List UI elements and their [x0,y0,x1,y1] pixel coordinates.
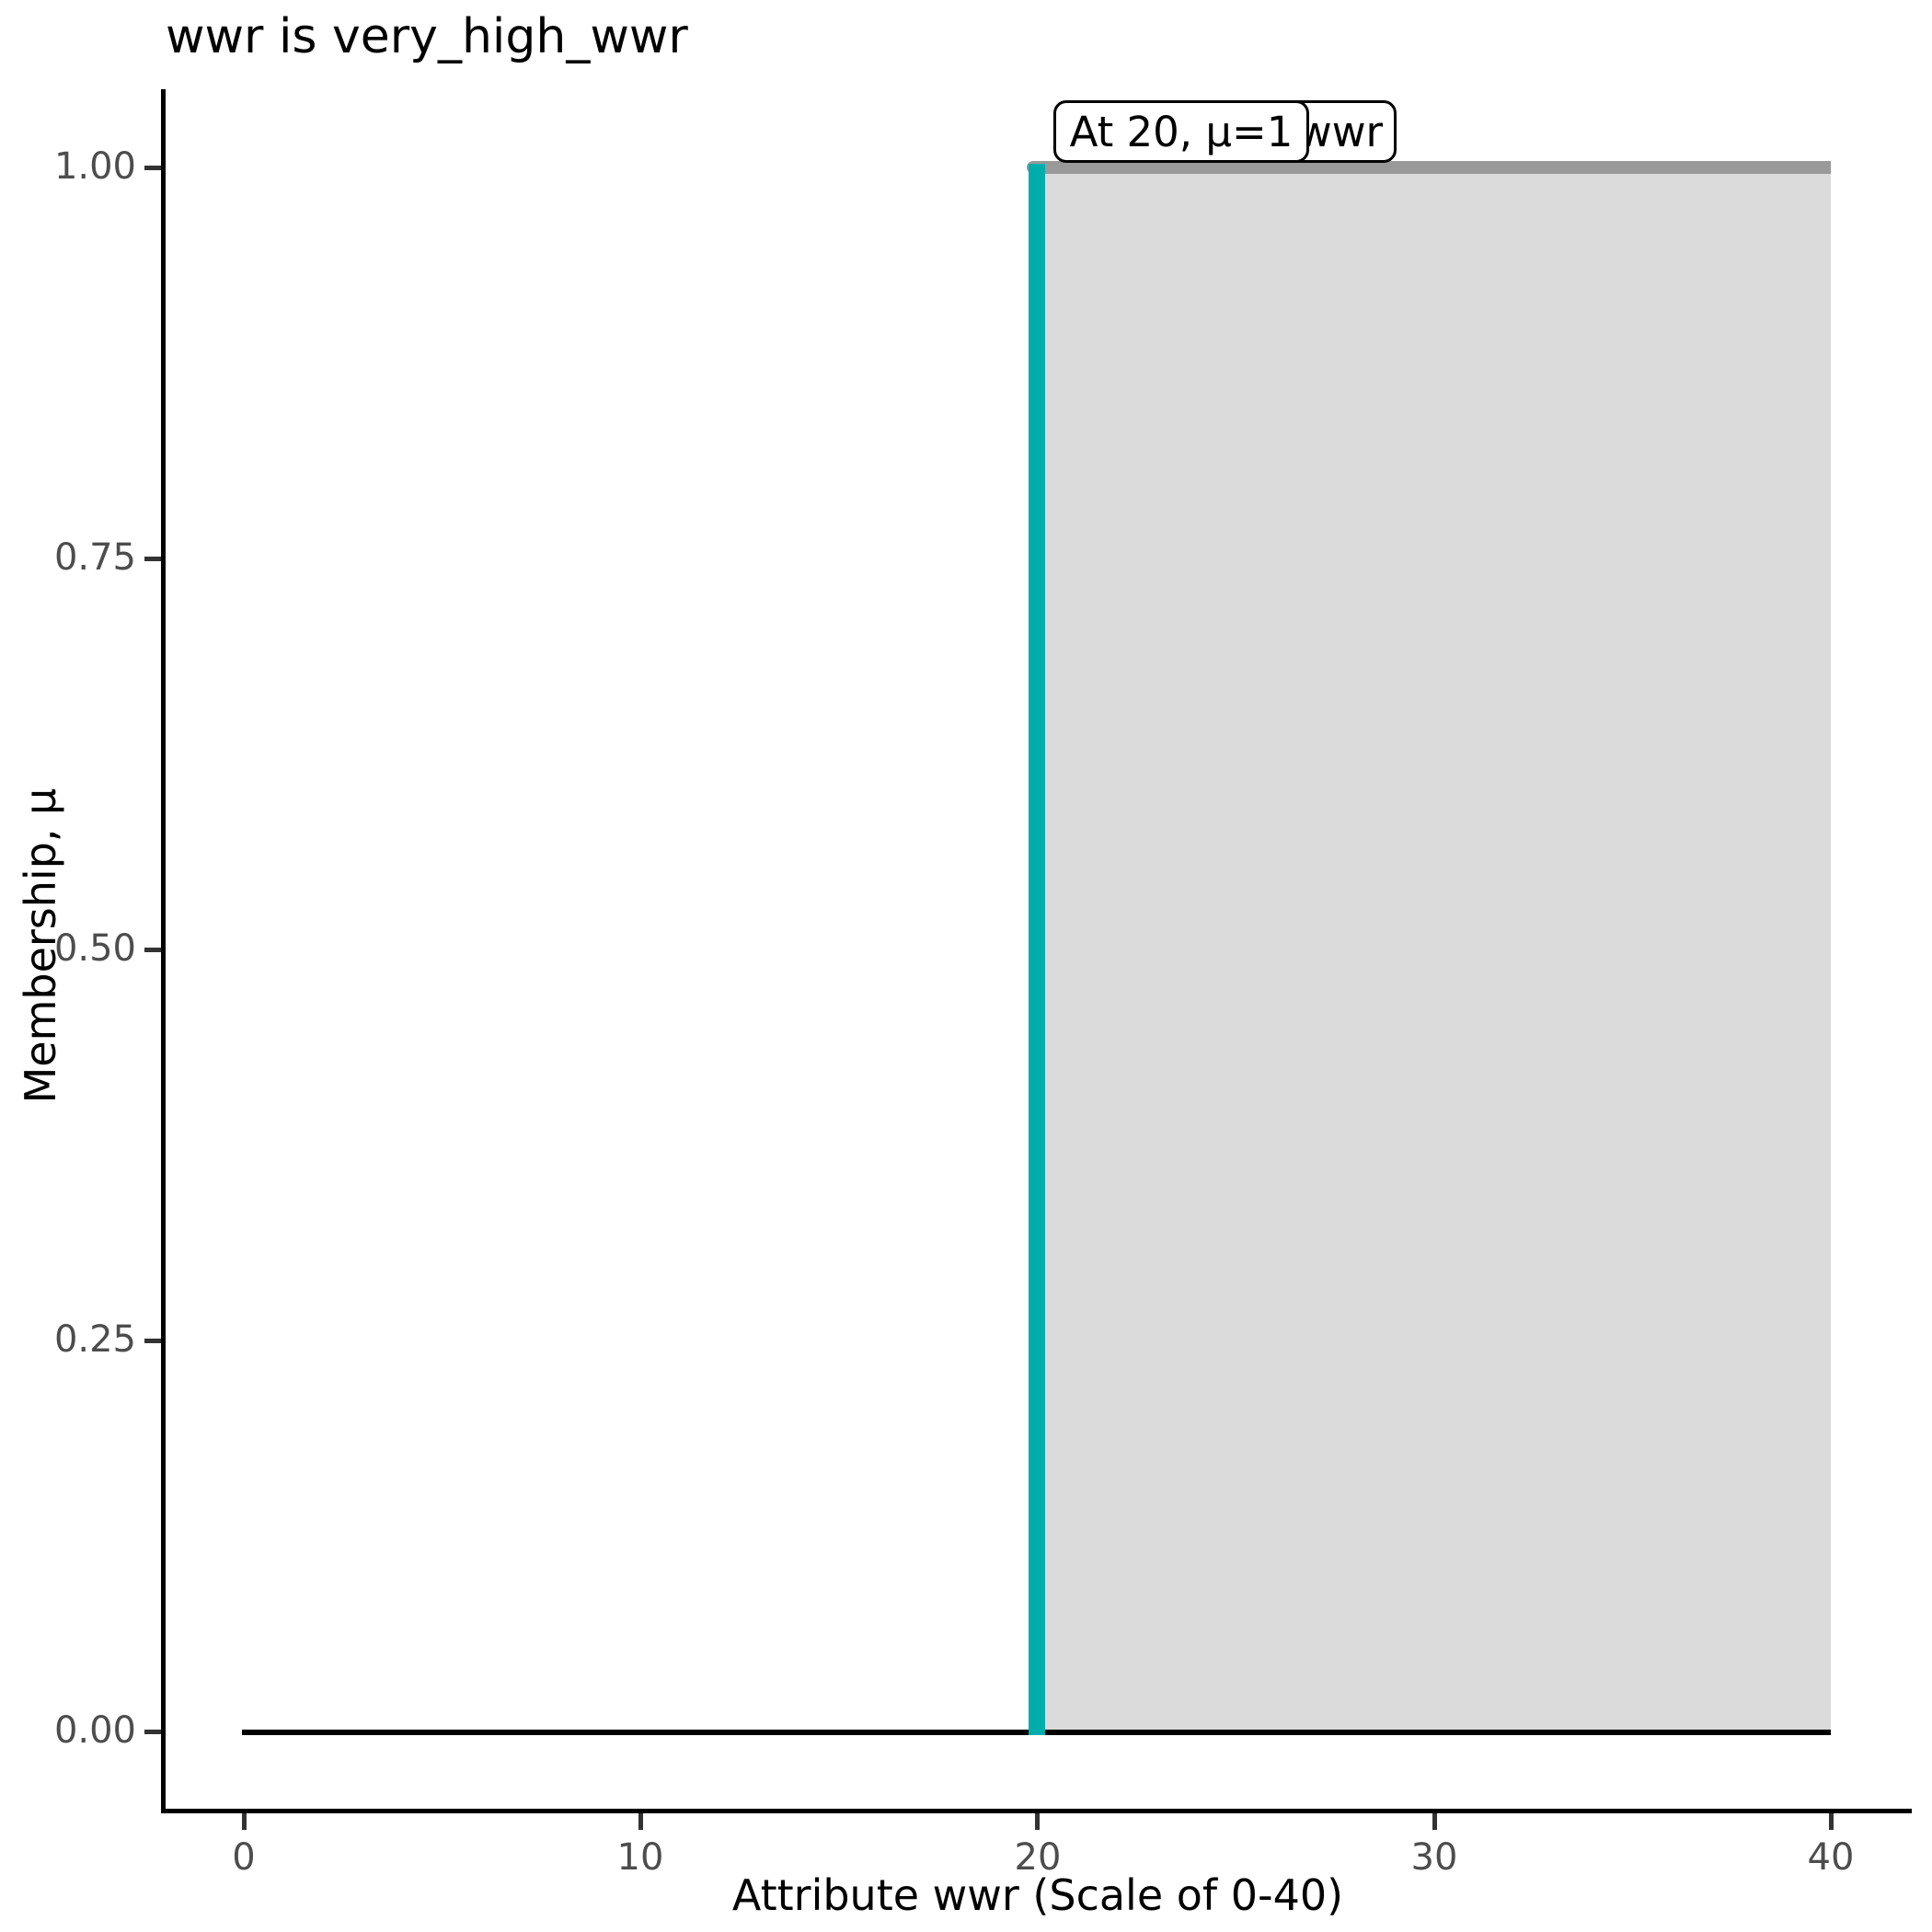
y-tick-mark [144,948,161,952]
x-tick-label: 20 [1014,1836,1062,1879]
x-tick-label: 40 [1807,1836,1855,1879]
y-tick-label: 0.50 [53,927,136,970]
y-tick-mark [144,1339,161,1343]
y-tick-mark [144,166,161,170]
x-tick-mark [638,1813,643,1830]
x-tick-mark [1035,1813,1040,1830]
y-tick-label: 0.75 [53,536,136,579]
y-axis-title: Membership, μ [16,788,65,1104]
value-marker-line [1029,164,1045,1735]
y-axis-line [161,89,166,1813]
x-axis-line [161,1809,1912,1813]
y-tick-label: 0.00 [53,1709,136,1752]
annotation-value-label: At 20, μ=1 [1069,107,1294,156]
y-tick-label: 1.00 [53,145,136,188]
x-axis-title: Attribute wwr (Scale of 0-40) [731,1870,1344,1920]
y-tick-mark [144,1730,161,1734]
x-tick-mark [1829,1813,1834,1830]
x-tick-label: 0 [232,1836,256,1879]
x-tick-mark [1432,1813,1437,1830]
chart-title: wwr is very_high_wwr [166,9,688,64]
x-tick-label: 10 [616,1836,664,1879]
y-tick-label: 0.25 [53,1318,136,1361]
annotation-value-box: At 20, μ=1 [1053,100,1309,163]
x-tick-label: 30 [1410,1836,1458,1879]
x-tick-mark [242,1813,247,1830]
y-tick-mark [144,557,161,561]
membership-area [1038,167,1831,1732]
membership-top-outline [1027,161,1831,174]
annotation-series-label: wwr [1297,107,1383,156]
